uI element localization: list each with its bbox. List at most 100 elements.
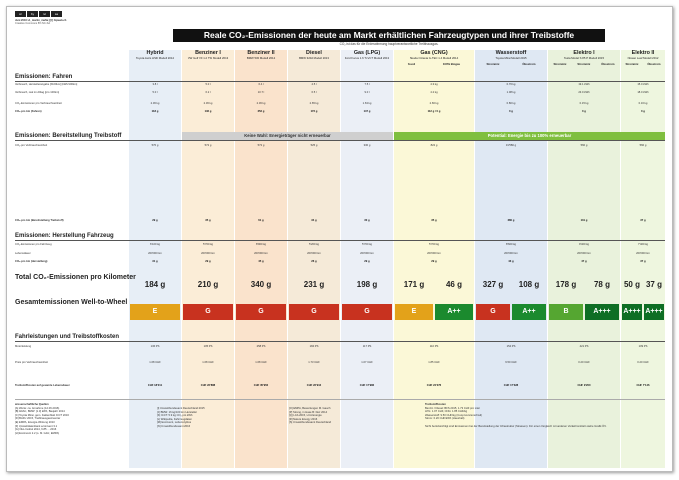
value-cell: 2.36 kg (150, 102, 160, 105)
strip-benzin1 (182, 50, 234, 468)
value-cell: 572 g (257, 144, 265, 147)
value-cell: 7.5 l (364, 83, 370, 86)
value-cell: 5.0 l (205, 83, 211, 86)
col-title: Hybrid (146, 50, 164, 56)
banner-fossil: Keine Wahl: Energieträger nicht erneuerb… (182, 132, 393, 140)
row-label: Motorleistung (15, 345, 32, 348)
row-label: Verbrauch, Herstellerangabe [l/100km] [k… (15, 83, 78, 86)
section-total: Total CO₂-Emissionen pro Kilometer (15, 274, 665, 282)
value-cell: 8'600 kg (505, 243, 517, 246)
value-cell: 10.7 l (257, 91, 265, 94)
value-cell: 172 g (310, 110, 318, 113)
col-model: BMW 320d Modell 2013 (299, 56, 329, 60)
value-cell: 43 g (508, 260, 514, 263)
total-value: 327 g (482, 280, 504, 289)
rating-badge: A+++ (622, 304, 642, 320)
row-text-block (15, 157, 127, 209)
value-cell: 0.15 kg (579, 102, 589, 105)
poster: cc by nc sa Juni 2016 v1_martin_mafia [@… (6, 6, 673, 472)
source-item: [A] Werte: ca. Annahme (12.06.2016) (15, 406, 60, 410)
value-cell: 6'100 kg (149, 243, 161, 246)
col-title: Wasserstoff (495, 50, 527, 56)
source-item: [S] Umweltbundesamt Deutschland (289, 421, 331, 425)
value-cell: 200'000 km (427, 252, 441, 255)
value-cell: CHF 24'276 (426, 384, 442, 387)
total-value: 37 g (645, 280, 662, 289)
value-cell: 2.66 kg (429, 102, 439, 105)
value-cell: 252 g (257, 110, 265, 113)
disclaimer: Nicht berücksichtigt sind Emissionen bei… (425, 424, 607, 428)
value-cell: 0 g (641, 110, 645, 113)
rating-badge: G (476, 304, 510, 320)
value-cell: 200'000 km (254, 252, 268, 255)
value-cell: 1.07 CHF (361, 361, 373, 364)
value-cell: 200'000 km (360, 252, 374, 255)
strip-diesel (288, 50, 340, 468)
col-model: Ford Focus 1.6 Ti-VCT Modell 2013 (344, 56, 390, 60)
strip-benzin2 (235, 50, 287, 468)
source-item: [O] EMPA, Bewertungen M. Gauch (289, 407, 331, 410)
value-cell: 1.85 CHF (428, 361, 440, 364)
value-cell: 0 g (582, 110, 586, 113)
col-model: Nissan Leaf Modell 2012 (627, 56, 659, 60)
total-value: 50 g (623, 280, 640, 289)
value-cell: 37 g (640, 260, 646, 263)
col-el2: Elektro II Nissan Leaf Modell 2012 Strom… (621, 50, 665, 90)
rating-badge: G (342, 304, 392, 320)
total-value: 231 g (303, 280, 325, 289)
value-cell: 4.5 l (311, 83, 317, 86)
value-cell: 2.65 kg (309, 102, 319, 105)
value-cell: CHF 22'888 (200, 384, 216, 387)
subhead-fossil: fossil (407, 62, 416, 67)
source-item: [B] ADAC, BMW: [1.3] kWh, Baujahr 2014 (15, 410, 65, 414)
section-heading: Total CO₂-Emissionen pro Kilometer (15, 274, 136, 281)
note-item: Benzin / Diesel: BFS 2015, 1.73 CHF pro … (425, 406, 480, 410)
source-item: [M] Ecoinvent, Lebenszyklus (157, 421, 192, 425)
value-cell: 105 PS (203, 345, 213, 348)
value-cell: CHF 17'982 (359, 384, 375, 387)
col-title: Diesel (306, 50, 322, 56)
value-cell: 200'000 km (148, 252, 162, 255)
rating-badge: G (183, 304, 233, 320)
col-model: Tesla Model S 85 P Modell 2015 (563, 56, 605, 60)
value-cell: 6.5 l (311, 91, 317, 94)
value-cell: 200'000 km (636, 252, 650, 255)
total-value: 198 g (356, 280, 378, 289)
value-cell: 112 g / 0 g (427, 110, 441, 113)
value-cell: 45 g (258, 260, 264, 263)
total-value: 108 g (518, 280, 540, 289)
source-item: [H] Ecoinvent 2.2 (s. M. Götz, EMPA) (15, 431, 60, 435)
sources-mid: [I] Umweltbundesamt Deutschland 2015 [J]… (157, 407, 287, 429)
value-cell: 34 g (311, 219, 317, 222)
value-cell: 184 PS (309, 345, 319, 348)
col-model: BMW 530 Modell 2012 (246, 56, 276, 60)
source-item: [J] BMW: 16 kg/100 km Hersteller (157, 410, 197, 414)
col-model: VW Golf VII 1.2 TSI Modell 2013 (187, 56, 229, 60)
col-model: Toyota Mirai Modell 2015 (495, 56, 527, 60)
source-item: [Q] LCA 2015, LCA Energie (289, 414, 322, 418)
value-cell: 5.0 l (152, 91, 158, 94)
strip-lpg (341, 50, 393, 468)
source-item: [R] Nature Energy 2016 (289, 417, 318, 421)
source-item: [P] Streng, in Hase B: Dez 2014 (289, 410, 328, 414)
total-value: 184 g (144, 280, 166, 289)
total-value: 178 g (555, 280, 577, 289)
row-label: CO₂-pro Verbrauchseinheit (15, 144, 48, 147)
value-cell: CHF 35'952 (253, 384, 269, 387)
row-label: CO₂-pro km (Fahren) (15, 110, 42, 113)
col-lpg: Gas (LPG) Ford Focus 1.6 Ti-VCT Modell 2… (341, 50, 393, 90)
rating-badge: A++ (435, 304, 473, 320)
value-cell: 35 g (431, 219, 437, 222)
value-cell: 31 g (152, 260, 158, 263)
value-cell: 9.0 l (364, 91, 370, 94)
col-model: Skoda Octavia G-TEC 1.4 Modell 2014 (409, 56, 459, 60)
value-cell: 570 g (151, 144, 159, 147)
value-cell: 1.68 CHF (149, 361, 161, 364)
strip-cng (394, 50, 474, 468)
value-cell: 2.36 kg (203, 102, 213, 105)
row-label: Preis pro Verbrauchseinheit (15, 361, 49, 364)
value-cell: 29 g (152, 219, 158, 222)
value-cell: 9.50 CHF (505, 361, 517, 364)
divider (15, 399, 665, 400)
sources-title: wissenschaftliche Quellen (15, 403, 49, 406)
